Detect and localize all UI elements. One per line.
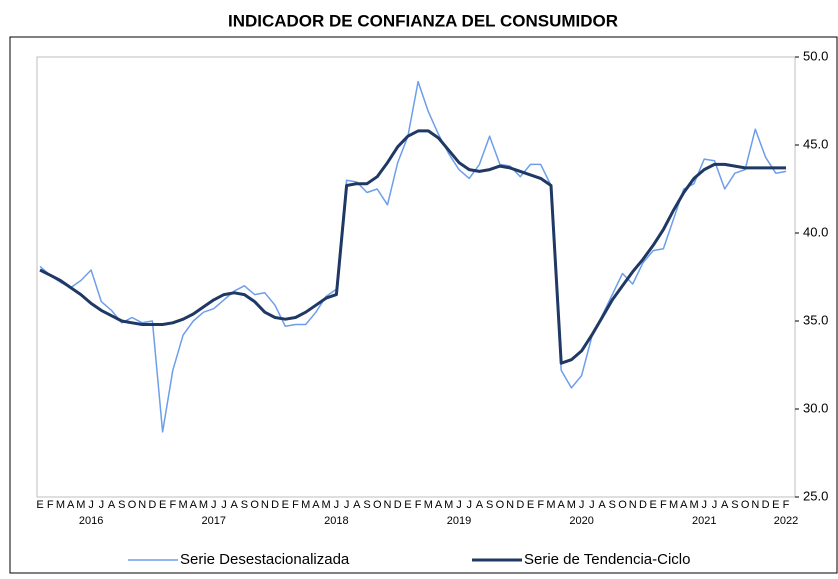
x-tick-label: F [47,499,54,511]
y-tick-label: 40.0 [803,224,828,239]
x-tick-label: S [118,499,125,511]
y-tick-label: 30.0 [803,400,828,415]
x-tick-label: F [783,499,790,511]
x-tick-label: M [199,499,208,511]
x-tick-label: O [373,499,382,511]
x-tick-label: A [598,499,606,511]
legend-label: Serie de Tendencia-Ciclo [524,551,691,568]
year-label: 2018 [324,515,348,527]
year-label: 2021 [692,515,716,527]
x-tick-label: S [241,499,248,511]
x-tick-label: J [712,499,718,511]
x-tick-label: A [190,499,198,511]
x-tick-label: M [546,499,555,511]
x-tick-label: D [762,499,770,511]
x-tick-label: M [178,499,187,511]
x-tick-label: E [159,499,166,511]
x-tick-label: M [76,499,85,511]
x-tick-label: J [211,499,217,511]
x-tick-label: A [67,499,75,511]
x-tick-label: O [496,499,505,511]
x-tick-label: F [169,499,176,511]
x-tick-label: D [394,499,402,511]
x-tick-label: S [363,499,370,511]
x-tick-label: O [741,499,750,511]
year-label: 2019 [447,515,471,527]
x-tick-label: A [312,499,320,511]
y-tick-label: 50.0 [803,48,828,63]
x-tick-label: J [334,499,340,511]
x-tick-label: M [322,499,331,511]
x-tick-label: N [138,499,146,511]
x-tick-label: D [516,499,524,511]
x-tick-label: A [558,499,566,511]
x-tick-label: J [456,499,462,511]
y-tick-label: 45.0 [803,136,828,151]
x-tick-label: S [609,499,616,511]
x-tick-label: J [99,499,105,511]
x-tick-label: A [721,499,729,511]
x-tick-label: A [476,499,484,511]
series-line [39,80,787,433]
x-tick-label: M [301,499,310,511]
x-tick-label: D [639,499,647,511]
x-tick-label: E [527,499,534,511]
x-tick-label: A [680,499,688,511]
x-tick-label: D [271,499,279,511]
plot-area [36,56,796,498]
y-tick-label: 35.0 [803,312,828,327]
x-tick-label: O [250,499,259,511]
x-tick-label: E [282,499,289,511]
x-tick-label: N [506,499,514,511]
x-tick-label: M [669,499,678,511]
x-tick-label: J [88,499,94,511]
x-tick-label: F [415,499,422,511]
x-tick-label: J [579,499,585,511]
x-tick-label: J [344,499,350,511]
chart-title: INDICADOR DE CONFIANZA DEL CONSUMIDOR [228,11,618,30]
x-tick-label: E [36,499,43,511]
year-label: 2016 [79,515,103,527]
x-tick-label: A [353,499,361,511]
series-line [39,129,786,365]
x-tick-label: N [261,499,269,511]
x-tick-label: N [629,499,637,511]
x-tick-label: E [404,499,411,511]
x-tick-label: J [701,499,707,511]
x-tick-label: S [731,499,738,511]
x-tick-label: F [660,499,667,511]
chart-frame [9,36,838,574]
x-tick-label: E [649,499,656,511]
x-tick-label: O [128,499,137,511]
x-tick-label: M [56,499,65,511]
x-tick-label: A [108,499,116,511]
x-tick-label: A [435,499,443,511]
year-label: 2020 [569,515,593,527]
x-tick-label: M [444,499,453,511]
x-tick-label: S [486,499,493,511]
x-tick-label: F [292,499,299,511]
x-tick-label: O [618,499,627,511]
x-tick-label: N [751,499,759,511]
year-label: 2022 [774,515,798,527]
x-tick-label: J [221,499,227,511]
x-tick-label: N [383,499,391,511]
x-tick-label: M [424,499,433,511]
x-tick-label: M [567,499,576,511]
year-label: 2017 [201,515,225,527]
x-tick-label: D [148,499,156,511]
x-tick-label: J [589,499,595,511]
y-tick-label: 25.0 [803,488,828,503]
x-tick-label: A [230,499,238,511]
legend-label: Serie Desestacionalizada [180,551,350,568]
x-tick-label: E [772,499,779,511]
x-tick-label: F [537,499,544,511]
x-tick-label: J [466,499,472,511]
x-tick-label: M [689,499,698,511]
